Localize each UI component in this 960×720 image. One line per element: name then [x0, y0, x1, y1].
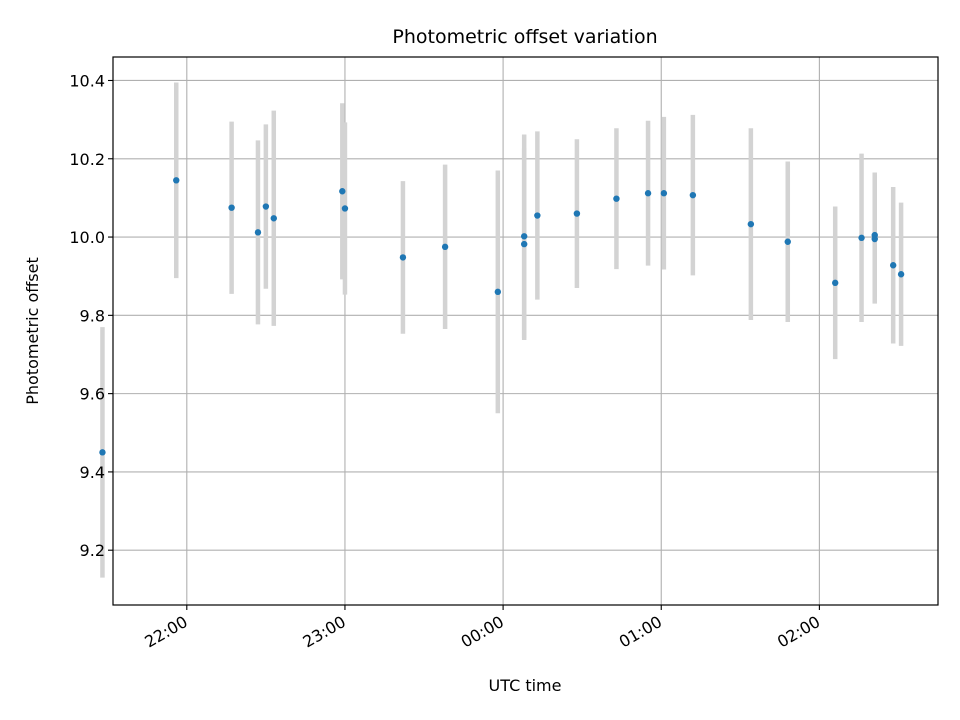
x-axis-title: UTC time: [489, 676, 562, 695]
data-point: [573, 210, 581, 217]
data-point: [228, 204, 235, 211]
data-points: [99, 177, 905, 456]
data-point: [534, 212, 541, 219]
data-point: [613, 195, 620, 202]
data-point: [832, 279, 839, 287]
data-point: [871, 235, 878, 243]
data-point: [341, 205, 349, 212]
data-point: [441, 243, 449, 251]
y-axis-ticks: 9.2 9.4 9.6 9.8 10.0 10.2 10.4: [69, 71, 113, 560]
data-point: [173, 177, 180, 184]
data-point: [644, 190, 652, 197]
data-point: [889, 262, 897, 269]
data-point: [660, 190, 668, 197]
y-axis-title: Photometric offset: [23, 257, 42, 405]
y-tick-label: 9.2: [80, 541, 105, 560]
plot-frame: [112, 56, 939, 606]
y-tick-label: 10.2: [69, 150, 105, 169]
data-point: [399, 254, 407, 261]
data-point: [858, 234, 865, 242]
data-point: [99, 449, 106, 456]
data-point: [520, 240, 528, 248]
data-point: [339, 188, 346, 195]
y-tick-label: 10.4: [69, 71, 105, 90]
data-point: [520, 233, 528, 240]
data-point: [270, 215, 277, 222]
data-point: [254, 229, 262, 236]
data-point: [897, 271, 905, 278]
chart-title: Photometric offset variation: [392, 26, 657, 48]
data-point: [262, 203, 270, 210]
data-point: [747, 220, 755, 228]
y-tick-label: 10.0: [69, 228, 105, 247]
y-tick-label: 9.8: [80, 306, 105, 325]
data-point: [784, 238, 791, 245]
y-tick-label: 9.6: [80, 385, 105, 404]
data-point: [689, 191, 697, 199]
data-point: [494, 288, 502, 296]
y-tick-label: 9.4: [80, 463, 105, 482]
